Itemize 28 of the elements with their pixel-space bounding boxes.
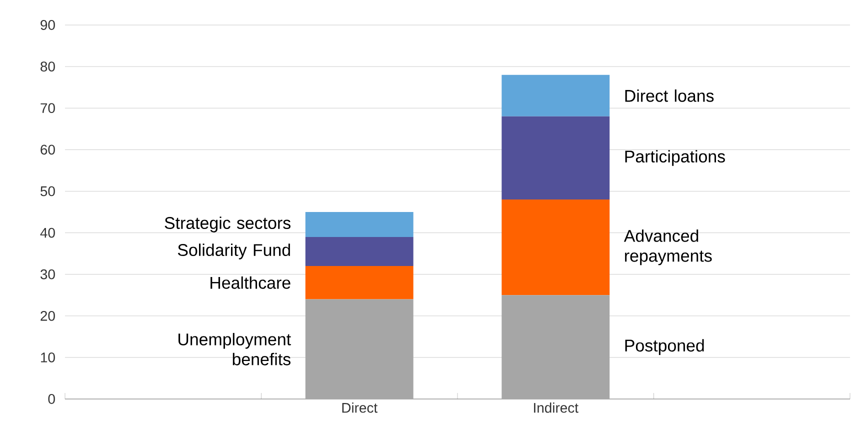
y-tick-label: 10 [41,352,55,362]
y-tick-label: 30 [40,269,55,280]
bar [502,200,610,296]
bar [305,299,414,399]
bar [305,236,414,266]
bar [305,266,414,300]
annotation: Postponed [625,339,704,355]
x-tick-label: Direct [342,402,378,413]
annotation: Healthcare [210,276,290,289]
annotation: Advanced repayments [624,229,712,266]
annotation: Strategic sectors [164,216,290,232]
bar [305,212,414,237]
bar [502,116,610,200]
annotation: Solidarity Fund [178,244,290,260]
y-tick-label: 90 [40,20,55,30]
y-tick-label: 40 [40,228,55,238]
y-tick-label: 20 [40,310,55,321]
bar [502,295,610,399]
y-tick-label: 80 [40,62,55,72]
y-tick-label: 60 [40,144,55,155]
y-tick-label: 0 [48,394,55,404]
x-tick-label: Indirect [534,402,578,413]
bar [502,74,610,116]
y-tick-label: 50 [40,186,55,196]
annotation: Participations [625,150,725,166]
y-tick-label: 70 [40,103,55,114]
annotation: Direct loans [625,89,714,102]
annotation: Unemployment benefits [178,332,291,366]
